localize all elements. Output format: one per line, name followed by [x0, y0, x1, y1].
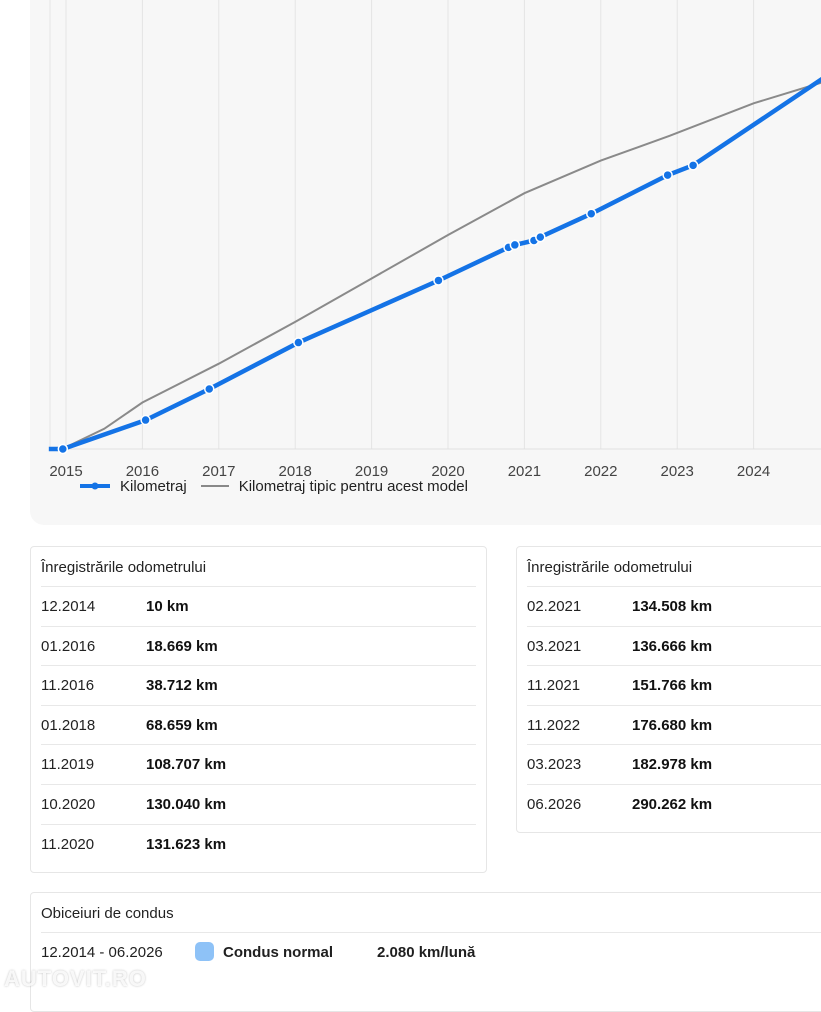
normal-driving-badge: [195, 942, 214, 961]
x-tick-label: 2024: [737, 463, 770, 480]
legend-label-kilometraj: Kilometraj: [120, 477, 187, 495]
record-row: 06.2026 290.262 km: [527, 784, 821, 824]
driving-habits-card: Obiceiuri de condus 12.2014 - 06.2026 Co…: [30, 892, 821, 1012]
record-date: 01.2018: [41, 716, 96, 734]
habits-row: 12.2014 - 06.2026 Condus normal 2.080 km…: [41, 932, 821, 972]
legend-item-typical[interactable]: Kilometraj tipic pentru acest model: [200, 477, 468, 495]
data-point[interactable]: [509, 239, 521, 251]
record-row: 11.2020 131.623 km: [41, 823, 476, 864]
record-row: 12.2014 10 km: [41, 586, 476, 626]
data-point[interactable]: [662, 169, 673, 181]
data-point[interactable]: [293, 337, 304, 348]
x-tick-label: 2021: [508, 463, 541, 480]
record-km: 176.680 km: [632, 716, 713, 734]
legend-swatch-kilometraj: [80, 482, 110, 490]
record-km: 151.766 km: [632, 677, 713, 695]
record-row: 11.2016 38.712 km: [41, 665, 476, 705]
data-point[interactable]: [535, 231, 546, 243]
mileage-chart: 2015 2016 2017 2018 2019 2020 2021 2022 2023 2024…: [48, 0, 821, 480]
data-point[interactable]: [433, 275, 444, 286]
series-line-typical: [61, 81, 821, 450]
card-title: Înregistrările odometrului: [527, 559, 693, 576]
legend-item-kilometraj[interactable]: Kilometraj: [80, 478, 187, 495]
record-date: 12.2014: [41, 598, 96, 615]
record-row: 11.2021 151.766 km: [527, 665, 821, 705]
watermark: AUTOVIT.RO: [4, 966, 147, 991]
x-tick-label: 2016: [126, 463, 159, 480]
x-tick-label: 2015: [49, 463, 82, 480]
x-tick-label: 2020: [431, 463, 464, 480]
record-km: 38.712 km: [146, 677, 218, 695]
record-date: 03.2021: [527, 637, 582, 655]
data-point[interactable]: [204, 383, 215, 395]
series-line-kilometraj: [48, 76, 821, 452]
data-point[interactable]: [140, 414, 151, 426]
record-km: 130.040 km: [146, 796, 227, 813]
record-row: 11.2019 108.707 km: [41, 744, 476, 784]
record-km: 108.707 km: [146, 756, 227, 774]
legend-label-typical: Kilometraj tipic pentru acest model: [238, 477, 468, 495]
habits-rate: 2.080 km/lună: [377, 944, 476, 961]
record-km: 18.669 km: [146, 637, 218, 655]
habits-label: Condus normal: [223, 944, 334, 961]
record-row: 03.2023 182.978 km: [527, 744, 821, 784]
record-date: 11.2020: [41, 835, 95, 853]
record-date: 06.2026: [527, 796, 582, 813]
chart-legend: Kilometraj Kilometraj tipic pentru acest…: [80, 476, 482, 496]
data-point[interactable]: [586, 208, 597, 219]
data-point[interactable]: [687, 160, 699, 171]
habits-period: 12.2014 - 06.2026: [41, 944, 163, 961]
data-point[interactable]: [57, 443, 69, 455]
record-km: 290.262 km: [632, 796, 713, 813]
record-date: 11.2022: [527, 716, 581, 734]
x-tick-label: 2023: [661, 463, 694, 480]
record-row: 01.2018 68.659 km: [41, 704, 476, 745]
record-date: 11.2016: [41, 677, 95, 695]
record-row: 11.2022 176.680 km: [527, 704, 821, 745]
x-tick-label: 2022: [584, 463, 617, 480]
record-km: 134.508 km: [632, 598, 713, 615]
record-row: 01.2016 18.669 km: [41, 625, 476, 666]
record-km: 182.978 km: [632, 756, 713, 774]
record-date: 02.2021: [527, 598, 582, 615]
record-row: 02.2021 134.508 km: [527, 586, 821, 626]
card-title: Înregistrările odometrului: [41, 559, 207, 576]
x-tick-label: 2017: [202, 463, 235, 480]
card-title: Obiceiuri de condus: [41, 905, 174, 922]
record-km: 136.666 km: [632, 637, 713, 655]
record-km: 131.623 km: [146, 835, 227, 853]
record-date: 11.2021: [527, 677, 581, 695]
x-tick-label: 2019: [355, 463, 388, 480]
x-tick-label: 2018: [279, 463, 312, 480]
record-date: 01.2016: [41, 637, 96, 655]
record-date: 10.2020: [41, 796, 96, 813]
record-km: 10 km: [146, 598, 189, 615]
legend-swatch-typical: [200, 485, 229, 487]
record-row: 10.2020 130.040 km: [41, 784, 476, 824]
record-row: 03.2021 136.666 km: [527, 625, 821, 666]
record-km: 68.659 km: [146, 716, 218, 734]
record-date: 03.2023: [527, 756, 582, 774]
record-date: 11.2019: [41, 756, 95, 774]
odometer-records-card-left: Înregistrările odometrului 12.2014 10 km 0…: [30, 546, 487, 873]
mileage-chart-card: 2015 2016 2017 2018 2019 2020 2021 2022 2023 2024…: [30, 0, 821, 525]
odometer-records-card-right: Înregistrările odometrului 02.2021 134.50…: [516, 546, 821, 833]
